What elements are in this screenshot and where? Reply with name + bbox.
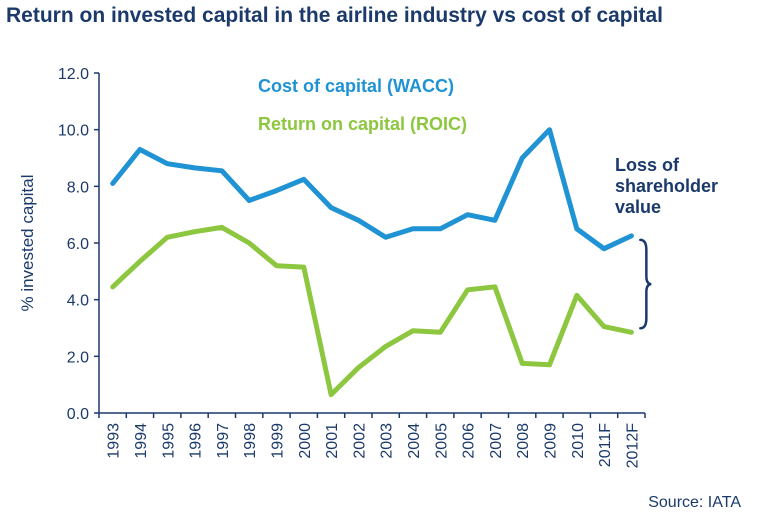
x-tick-label: 2003: [379, 423, 396, 459]
wacc-line: [110, 127, 634, 252]
x-tick-label: 2004: [406, 423, 423, 459]
x-tick-label: 1995: [160, 423, 177, 459]
x-tick-label: 2006: [461, 423, 478, 459]
x-tick-label: 2010: [570, 423, 587, 459]
x-tick-label: 1997: [215, 423, 232, 459]
x-tick-label: 2011F: [597, 423, 614, 467]
x-tick-label: 1998: [242, 423, 259, 459]
y-tick-label: 4.0: [67, 293, 89, 310]
x-tick-label: 1996: [188, 423, 205, 459]
y-tick-label: 2.0: [67, 349, 89, 366]
y-tick-label: 0.0: [67, 406, 89, 423]
annotation-line-1: Loss of: [615, 155, 680, 175]
axes: [98, 73, 645, 414]
x-tick-label: 2000: [297, 423, 314, 459]
y-ticks: 0.0 2.0 4.0 6.0 8.0 10.0 12.0: [58, 66, 99, 423]
legend-roic: Return on capital (ROIC): [258, 114, 468, 134]
y-tick-label: 6.0: [67, 236, 89, 253]
loss-annotation: Loss of shareholder value: [615, 155, 718, 218]
x-tick-label: 2009: [542, 423, 559, 459]
source-note: Source: IATA: [648, 494, 741, 511]
x-tick-label: 2007: [488, 423, 505, 459]
annotation-line-2: shareholder: [615, 176, 719, 196]
x-tick-label: 2008: [515, 423, 532, 459]
x-tick-label: 1999: [269, 423, 286, 459]
roic-line: [110, 224, 634, 398]
annotation-line-3: value: [615, 197, 662, 217]
loss-brace: [639, 238, 652, 330]
legend-wacc: Cost of capital (WACC): [258, 76, 454, 96]
x-tick-label: 2001: [324, 423, 341, 459]
series-lines: [110, 127, 634, 398]
x-tick-label: 1994: [133, 423, 150, 459]
y-tick-label: 12.0: [58, 66, 89, 83]
x-tick-label: 1993: [106, 423, 123, 459]
x-tick-label: 2002: [351, 423, 368, 459]
y-tick-label: 10.0: [58, 123, 89, 140]
y-tick-label: 8.0: [67, 179, 89, 196]
x-ticks: 1993 1994 1995 1996 1997 1998 1999 2000 2001 2002…: [98, 413, 646, 469]
x-tick-label: 2012F: [624, 423, 641, 469]
x-tick-label: 2005: [433, 423, 450, 459]
chart-title: Return on invested capital in the airlin…: [6, 4, 663, 27]
